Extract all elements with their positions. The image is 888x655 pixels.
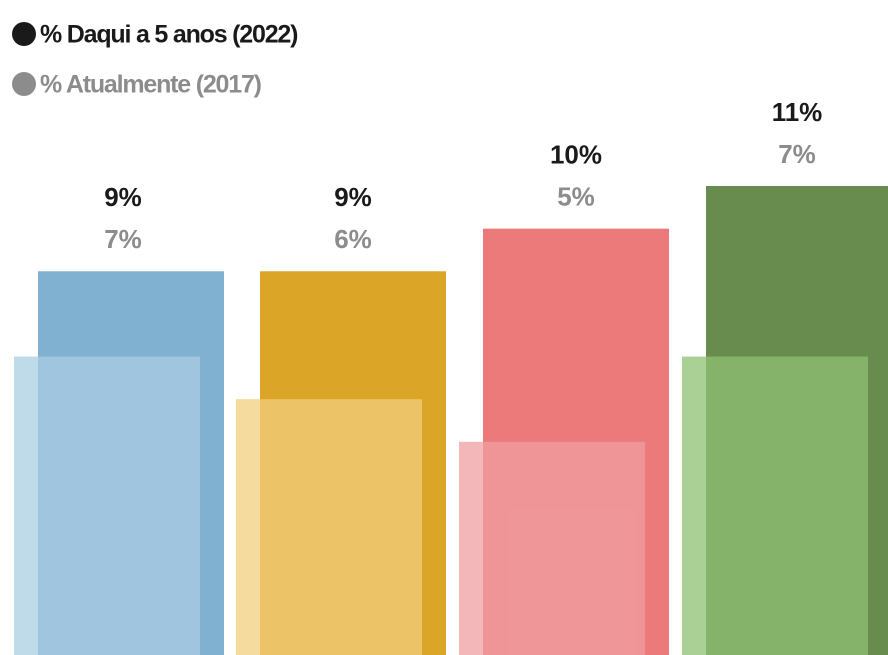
bar bbox=[459, 441, 645, 655]
legend-label: % Daqui a 5 anos (2022) bbox=[40, 21, 298, 49]
legend-marker bbox=[12, 72, 36, 96]
value-label: 5% bbox=[557, 182, 595, 212]
bar bbox=[682, 356, 868, 655]
value-label: 7% bbox=[104, 224, 142, 254]
value-label: 9% bbox=[104, 182, 142, 212]
value-label: 9% bbox=[334, 182, 372, 212]
bar bbox=[236, 399, 422, 655]
legend-label: % Atualmente (2017) bbox=[40, 71, 262, 99]
value-label: 11% bbox=[772, 97, 823, 127]
legend-marker bbox=[12, 22, 36, 46]
value-label: 7% bbox=[778, 139, 816, 169]
value-label: 6% bbox=[334, 224, 372, 254]
value-label: 10% bbox=[550, 140, 602, 170]
bar bbox=[14, 356, 200, 655]
